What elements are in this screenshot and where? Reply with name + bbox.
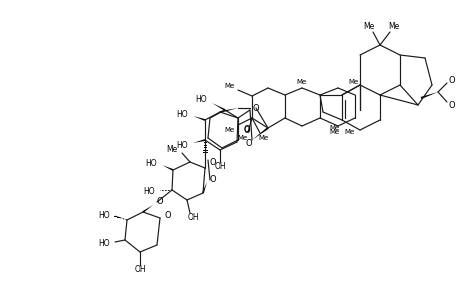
Polygon shape bbox=[420, 92, 437, 99]
Text: O: O bbox=[245, 139, 252, 148]
Text: O: O bbox=[252, 103, 259, 112]
Text: O: O bbox=[157, 197, 163, 206]
Text: Me: Me bbox=[329, 129, 339, 135]
Polygon shape bbox=[202, 182, 207, 193]
Text: HO: HO bbox=[176, 140, 188, 149]
Text: Me: Me bbox=[348, 79, 358, 85]
Text: Me: Me bbox=[329, 125, 339, 131]
Polygon shape bbox=[193, 139, 205, 143]
Polygon shape bbox=[193, 116, 205, 121]
Text: Me: Me bbox=[224, 83, 235, 89]
Text: OH: OH bbox=[134, 266, 146, 274]
Text: HO: HO bbox=[176, 110, 188, 118]
Text: O: O bbox=[165, 212, 171, 220]
Text: O: O bbox=[210, 176, 216, 184]
Text: Me: Me bbox=[344, 129, 354, 135]
Text: O: O bbox=[448, 76, 454, 85]
Text: O: O bbox=[243, 124, 250, 134]
Text: O: O bbox=[210, 158, 216, 166]
Text: OH: OH bbox=[187, 214, 198, 223]
Text: HO: HO bbox=[98, 239, 110, 248]
Text: Me: Me bbox=[166, 145, 178, 154]
Polygon shape bbox=[219, 108, 237, 113]
Text: Me: Me bbox=[258, 135, 269, 141]
Text: Me: Me bbox=[224, 127, 235, 133]
Text: Me: Me bbox=[296, 79, 307, 85]
Text: Me: Me bbox=[363, 22, 374, 31]
Text: O: O bbox=[448, 100, 454, 109]
Text: Me: Me bbox=[387, 22, 399, 31]
Polygon shape bbox=[142, 205, 153, 213]
Text: HO: HO bbox=[145, 158, 157, 167]
Polygon shape bbox=[252, 127, 268, 140]
Text: HO: HO bbox=[98, 211, 110, 220]
Polygon shape bbox=[162, 165, 173, 171]
Polygon shape bbox=[212, 103, 225, 111]
Text: O: O bbox=[243, 125, 250, 134]
Text: OH: OH bbox=[214, 161, 225, 170]
Text: Me: Me bbox=[237, 135, 247, 141]
Text: HO: HO bbox=[195, 94, 207, 103]
Text: HO: HO bbox=[143, 187, 155, 196]
